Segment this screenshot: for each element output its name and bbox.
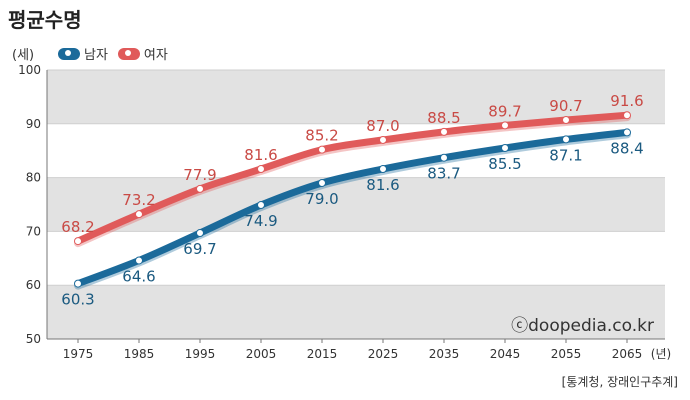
point-female [440,127,448,136]
point-male [440,153,448,162]
y-axis-unit: (세) [12,48,35,63]
point-female [562,116,570,125]
x-tick-label: 1975 [63,347,94,361]
data-label-female: 90.7 [549,97,582,115]
source-note: [통계청, 장래인구추계] [561,375,678,389]
x-tick-label: 2035 [429,347,460,361]
x-axis-unit: (년) [651,347,671,361]
series-line-female [74,111,631,245]
y-tick-label: 100 [18,63,41,77]
series-line-male [74,128,631,288]
y-tick-label: 60 [26,278,41,292]
data-label-female: 91.6 [610,92,643,110]
data-label-female: 89.7 [488,102,521,120]
data-label-male: 85.5 [488,155,521,173]
data-label-female: 73.2 [122,191,155,209]
point-female [257,164,265,173]
y-tick-label: 80 [26,171,41,185]
legend-item-male: 남자 [58,44,108,63]
legend-swatch-male [58,47,80,60]
point-male [196,229,204,238]
legend-item-female: 여자 [117,44,168,63]
x-tick-label: 2015 [307,347,338,361]
point-male [74,279,82,288]
x-tick-label: 2005 [246,347,277,361]
legend-label-female: 여자 [143,48,168,63]
data-label-male: 74.9 [244,212,277,230]
data-label-male: 64.6 [122,267,155,285]
point-male [562,135,570,144]
point-female [74,237,82,246]
y-tick-label: 70 [26,224,41,238]
data-label-male: 79.0 [305,190,338,208]
grid-band [47,177,665,232]
point-male [501,144,509,153]
chart-title: 평균수명 [8,8,82,32]
data-label-male: 83.7 [427,165,460,183]
watermark: ⓒdoopedia.co.kr [511,316,654,336]
x-tick-label: 1985 [124,347,155,361]
legend: 남자 여자 [58,44,178,63]
x-tick-label: 2065 [612,347,643,361]
data-label-female: 68.2 [61,218,94,236]
x-tick-label: 2045 [490,347,521,361]
data-label-female: 85.2 [305,127,338,145]
data-label-female: 77.9 [183,166,216,184]
data-label-male: 60.3 [61,291,94,309]
legend-swatch-female [117,47,140,60]
data-label-male: 81.6 [366,176,399,194]
x-tick-label: 2055 [551,347,582,361]
legend-label-male: 남자 [84,48,108,63]
data-label-female: 81.6 [244,146,277,164]
point-female [379,135,387,144]
point-male [135,256,143,265]
point-female [501,121,509,130]
point-male [318,178,326,187]
point-male [257,201,265,210]
point-male [379,164,387,173]
point-female [135,210,143,219]
data-label-female: 87.0 [366,117,399,135]
point-male [623,128,631,137]
point-female [196,184,204,193]
x-tick-label: 1995 [185,347,216,361]
point-female [623,111,631,120]
x-tick-label: 2025 [368,347,399,361]
grid-band [47,285,665,339]
data-label-male: 87.1 [549,146,582,164]
grid-band [47,70,665,124]
y-tick-label: 90 [26,117,41,131]
y-tick-label: 50 [26,332,41,346]
data-label-male: 69.7 [183,240,216,258]
data-label-female: 88.5 [427,109,460,127]
point-female [318,145,326,154]
data-label-male: 88.4 [610,139,643,157]
